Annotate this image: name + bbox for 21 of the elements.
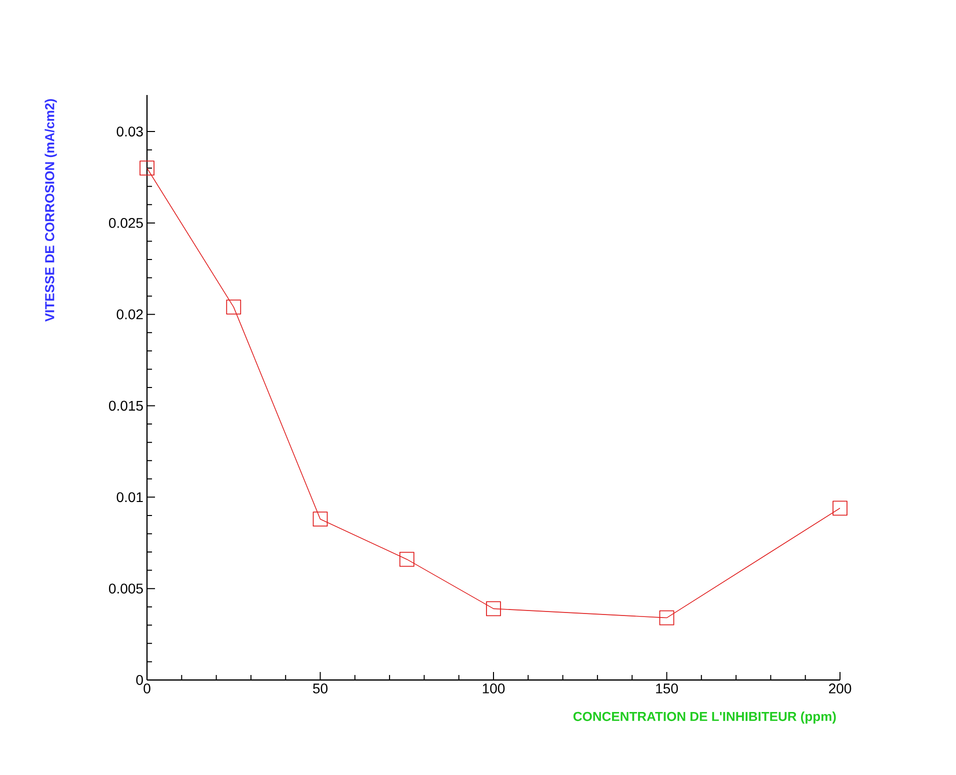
point [832,500,848,516]
y-tick-label: 0.015 [108,400,143,411]
point [140,160,154,176]
x-tick-label: 0 [144,684,150,694]
point [226,300,242,314]
x-axis-title: CONCENTRATION DE L'INHIBITEUR (ppm) [573,712,836,724]
y-tick-label: 0.025 [108,218,143,228]
x-tick-label: 150 [656,684,678,694]
point [399,552,414,567]
x-tick-label: 200 [829,684,852,694]
x-tick-label: 100 [482,684,505,694]
point [312,512,328,527]
x-tick-label: 50 [313,684,328,694]
y-axis-title: VITESSE DE CORROSION (mA/cm2) [44,99,57,322]
y-tick-label: 0 [136,675,143,685]
y-tick-label: 0.01 [116,492,143,502]
point [659,610,674,626]
point [486,601,501,616]
y-tick-label: 0.02 [116,309,143,320]
y-tick-label: 0.03 [116,126,143,137]
y-tick-label: 0.005 [108,584,143,594]
